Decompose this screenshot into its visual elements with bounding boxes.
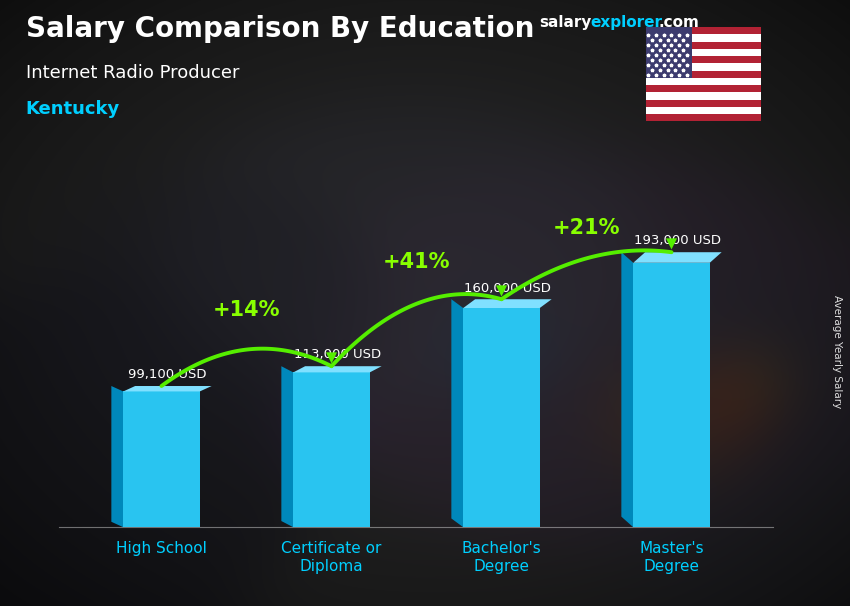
Polygon shape (621, 252, 633, 527)
Text: +21%: +21% (552, 218, 620, 238)
Polygon shape (123, 386, 212, 391)
Text: 160,000 USD: 160,000 USD (464, 282, 551, 295)
Bar (646, 71, 761, 78)
Text: Internet Radio Producer: Internet Radio Producer (26, 64, 239, 82)
Bar (646, 27, 692, 78)
Polygon shape (293, 366, 382, 373)
Polygon shape (451, 299, 463, 527)
Bar (646, 114, 761, 121)
Polygon shape (463, 299, 552, 308)
Text: +14%: +14% (212, 300, 280, 320)
Text: Average Yearly Salary: Average Yearly Salary (832, 295, 842, 408)
Bar (463, 308, 540, 527)
Bar (123, 391, 200, 527)
Bar (646, 35, 761, 42)
Bar (646, 107, 761, 114)
Text: .com: .com (659, 15, 700, 30)
Text: 113,000 USD: 113,000 USD (294, 348, 381, 362)
Text: salary: salary (540, 15, 592, 30)
Bar (646, 78, 761, 85)
Bar (646, 42, 761, 49)
Text: Salary Comparison By Education: Salary Comparison By Education (26, 15, 534, 43)
Bar (646, 85, 761, 92)
Polygon shape (633, 252, 722, 263)
Bar (646, 99, 761, 107)
Bar (646, 27, 761, 35)
Bar (646, 64, 761, 71)
Bar (646, 49, 761, 56)
Text: +41%: +41% (382, 251, 450, 271)
Bar (293, 373, 370, 527)
Bar (646, 92, 761, 99)
Text: explorer: explorer (591, 15, 663, 30)
Polygon shape (111, 386, 123, 527)
Text: Kentucky: Kentucky (26, 100, 120, 118)
Polygon shape (281, 366, 293, 527)
Text: 193,000 USD: 193,000 USD (634, 235, 721, 247)
Bar (633, 263, 710, 527)
Text: 99,100 USD: 99,100 USD (128, 368, 207, 381)
Bar (646, 56, 761, 64)
